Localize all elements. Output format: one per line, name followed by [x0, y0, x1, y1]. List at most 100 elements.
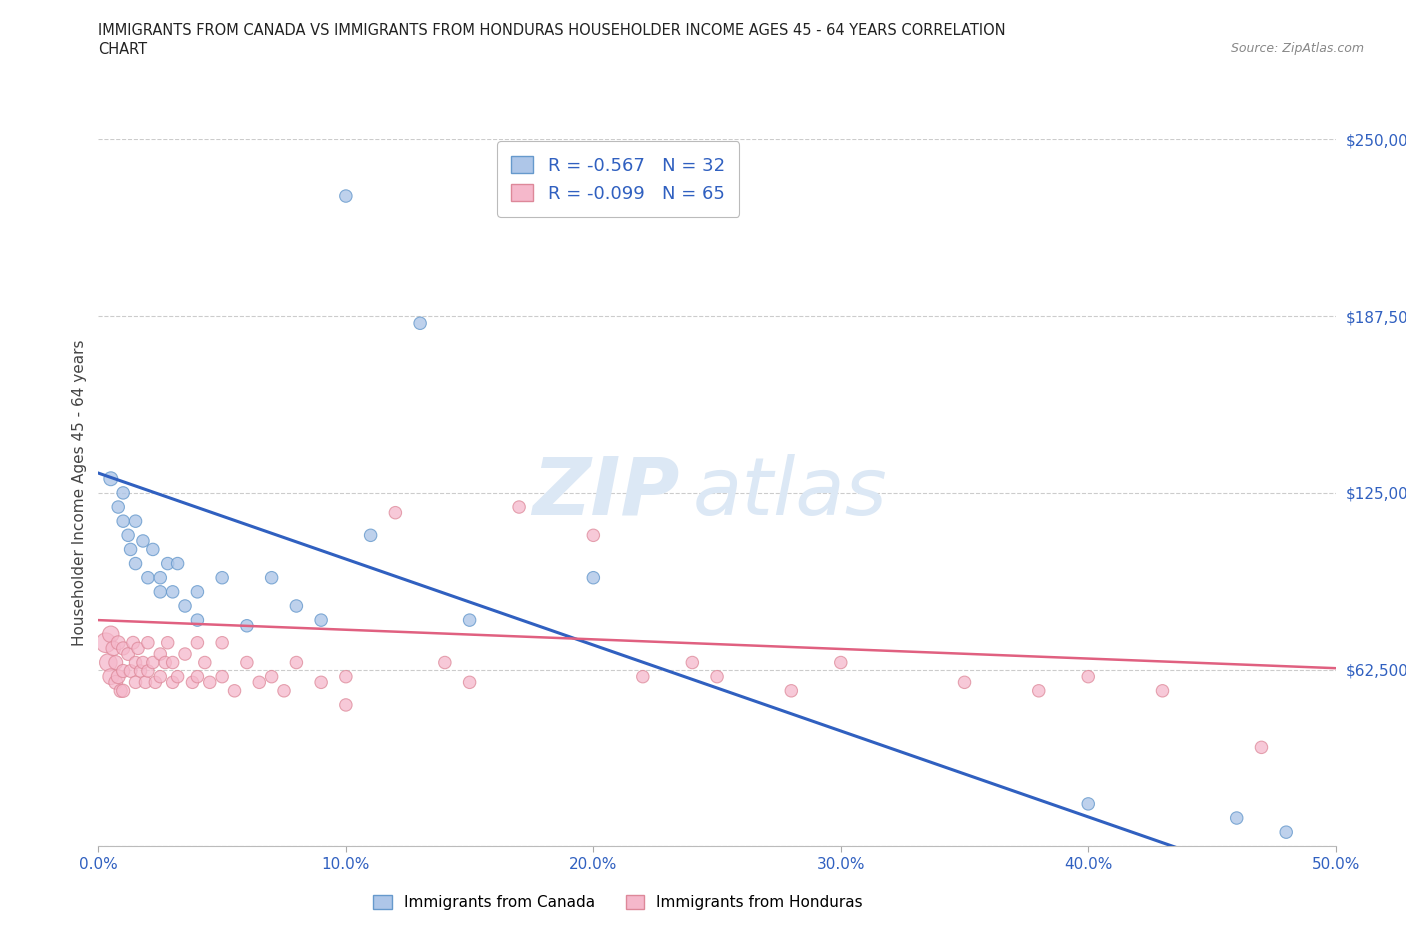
Point [681, 655, 703, 670]
Text: CHART: CHART [98, 42, 148, 57]
Point [97, 655, 120, 670]
Point [122, 635, 145, 650]
Point [1028, 684, 1050, 698]
Point [260, 570, 283, 585]
Point [156, 635, 179, 650]
Point [142, 542, 165, 557]
Point [134, 675, 156, 690]
Point [124, 556, 146, 571]
Point [142, 655, 165, 670]
Point [335, 670, 357, 684]
Point [1250, 740, 1272, 755]
Point [285, 655, 308, 670]
Point [181, 675, 204, 690]
Point [120, 542, 142, 557]
Point [112, 641, 135, 656]
Point [433, 655, 456, 670]
Point [127, 641, 149, 656]
Point [107, 670, 129, 684]
Point [117, 646, 139, 661]
Legend: Immigrants from Canada, Immigrants from Honduras: Immigrants from Canada, Immigrants from … [367, 889, 869, 916]
Point [780, 684, 803, 698]
Point [309, 613, 332, 628]
Point [186, 635, 208, 650]
Point [136, 635, 159, 650]
Point [285, 599, 308, 614]
Point [104, 675, 127, 690]
Point [260, 670, 283, 684]
Point [149, 570, 172, 585]
Point [162, 584, 184, 599]
Point [107, 635, 129, 650]
Point [236, 618, 259, 633]
Point [409, 316, 432, 331]
Point [186, 670, 208, 684]
Text: ZIP: ZIP [533, 454, 681, 532]
Point [156, 556, 179, 571]
Point [100, 670, 122, 684]
Point [186, 613, 208, 628]
Point [830, 655, 852, 670]
Point [149, 646, 172, 661]
Point [124, 675, 146, 690]
Point [335, 189, 357, 204]
Point [953, 675, 976, 690]
Point [124, 513, 146, 528]
Point [103, 641, 125, 656]
Point [110, 684, 132, 698]
Point [149, 670, 172, 684]
Point [1226, 811, 1249, 826]
Point [508, 499, 530, 514]
Point [1077, 670, 1099, 684]
Point [211, 635, 233, 650]
Point [198, 675, 221, 690]
Point [360, 528, 382, 543]
Point [124, 655, 146, 670]
Point [117, 528, 139, 543]
Point [194, 655, 217, 670]
Point [94, 635, 117, 650]
Text: IMMIGRANTS FROM CANADA VS IMMIGRANTS FROM HONDURAS HOUSEHOLDER INCOME AGES 45 - : IMMIGRANTS FROM CANADA VS IMMIGRANTS FRO… [98, 23, 1007, 38]
Point [1152, 684, 1174, 698]
Point [309, 675, 332, 690]
Point [174, 646, 197, 661]
Point [458, 675, 481, 690]
Point [186, 584, 208, 599]
Point [120, 664, 142, 679]
Point [149, 584, 172, 599]
Point [112, 513, 135, 528]
Point [112, 664, 135, 679]
Point [129, 664, 152, 679]
Point [174, 599, 197, 614]
Y-axis label: Householder Income Ages 45 - 64 years: Householder Income Ages 45 - 64 years [72, 339, 87, 646]
Point [100, 627, 122, 642]
Point [107, 499, 129, 514]
Point [582, 528, 605, 543]
Point [132, 655, 155, 670]
Point [143, 675, 166, 690]
Point [104, 655, 127, 670]
Point [136, 570, 159, 585]
Text: atlas: atlas [692, 454, 887, 532]
Point [100, 472, 122, 486]
Point [162, 655, 184, 670]
Point [247, 675, 270, 690]
Point [132, 534, 155, 549]
Point [1275, 825, 1298, 840]
Point [706, 670, 728, 684]
Point [582, 570, 605, 585]
Point [162, 675, 184, 690]
Point [631, 670, 654, 684]
Point [335, 698, 357, 712]
Point [136, 664, 159, 679]
Point [458, 613, 481, 628]
Point [273, 684, 295, 698]
Point [384, 505, 406, 520]
Point [112, 684, 135, 698]
Point [155, 655, 177, 670]
Point [224, 684, 246, 698]
Point [166, 670, 188, 684]
Point [236, 655, 259, 670]
Point [211, 570, 233, 585]
Point [211, 670, 233, 684]
